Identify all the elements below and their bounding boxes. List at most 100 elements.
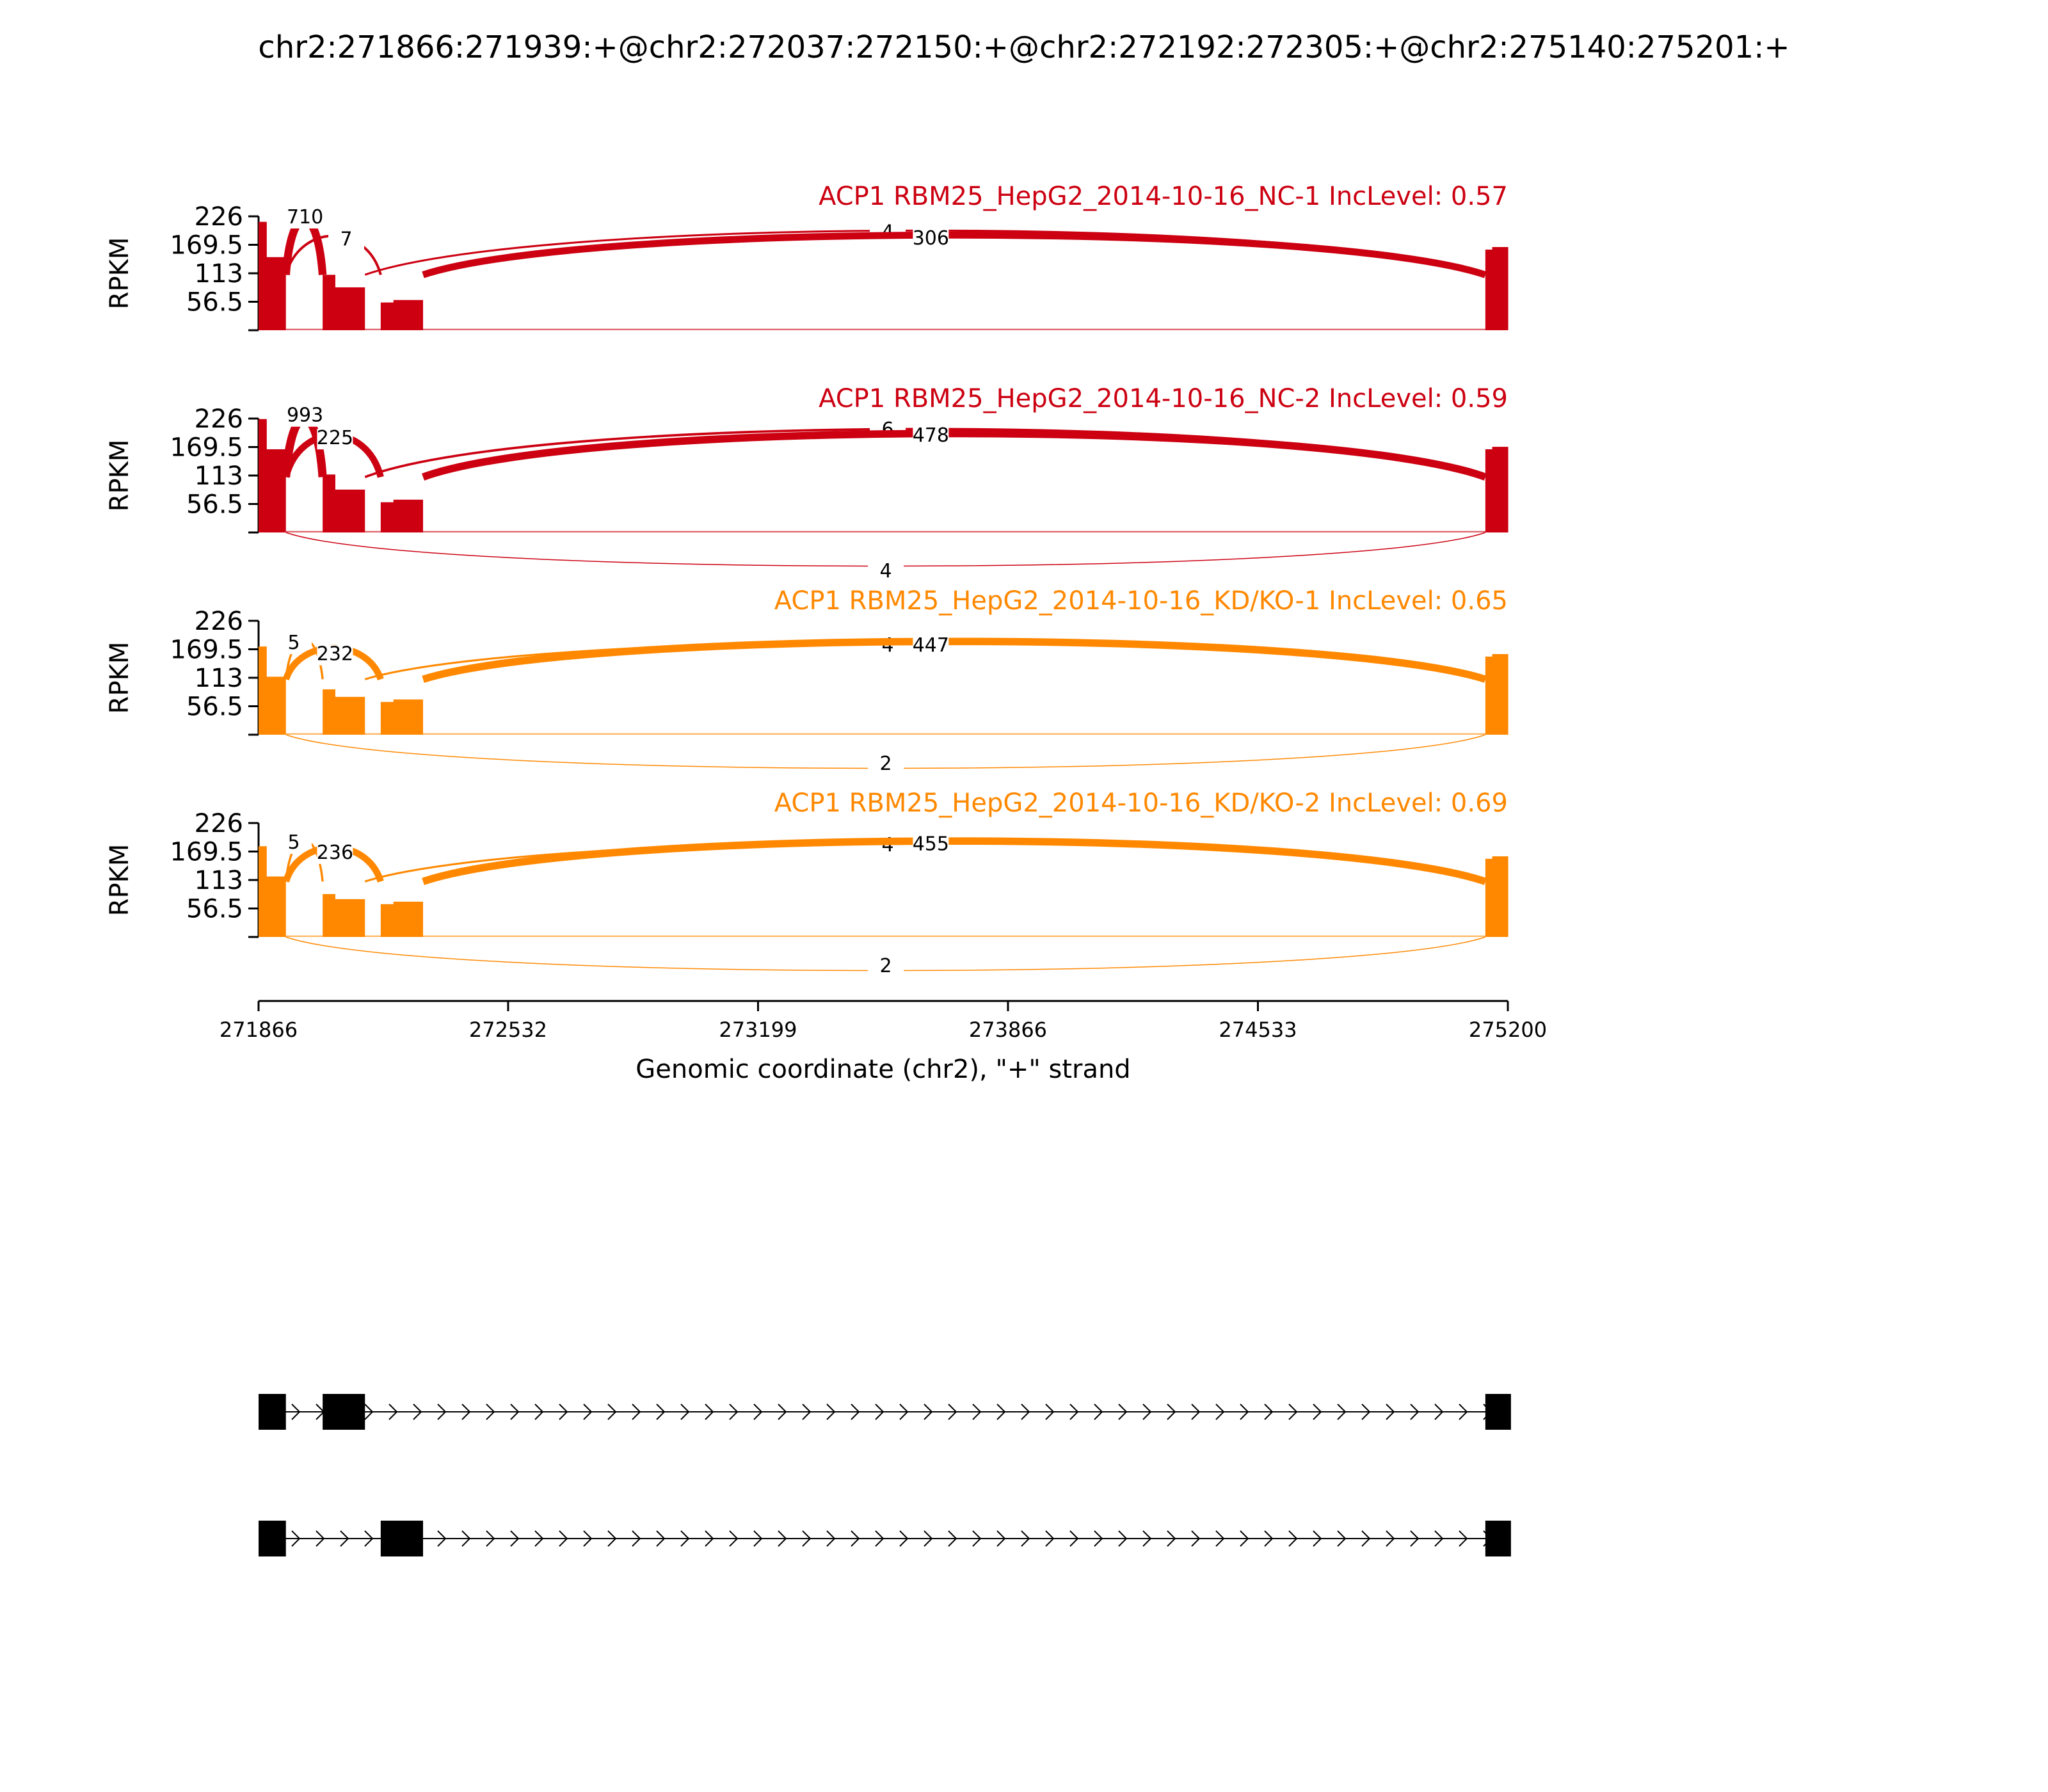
x-tick-label: 273199 (719, 1018, 797, 1042)
strand-arrow (1410, 1530, 1420, 1547)
strand-arrow (1264, 1530, 1274, 1547)
intron-coverage (285, 733, 1485, 735)
y-tick-label: 56.5 (186, 895, 243, 924)
exon-coverage-4 (1485, 247, 1508, 330)
y-axis-label: RPKM (105, 844, 134, 916)
junction-label-bg (868, 562, 904, 582)
junction-count: 447 (913, 634, 949, 657)
strand-arrow (1069, 1404, 1079, 1420)
junction-count: 710 (287, 206, 323, 228)
figure-title: chr2:271866:271939:+@chr2:272037:272150:… (258, 29, 1789, 65)
strand-arrow (680, 1530, 690, 1547)
isoform-2 (259, 1521, 1511, 1556)
exon-coverage-3 (380, 499, 424, 532)
strand-arrow (413, 1404, 422, 1420)
strand-arrow (1191, 1404, 1201, 1420)
isoform-exon-1 (259, 1394, 286, 1430)
junction-count: 455 (913, 833, 949, 856)
exon-coverage-1 (259, 221, 286, 330)
strand-arrow (437, 1404, 447, 1420)
strand-arrow (1142, 1530, 1152, 1547)
strand-arrow (559, 1530, 568, 1547)
junction-label-bg (317, 429, 353, 450)
y-tick-label: 56.5 (186, 692, 243, 722)
isoform-exon-2 (380, 1521, 424, 1556)
x-tick-label: 275200 (1469, 1018, 1547, 1042)
strand-arrow (1240, 1530, 1249, 1547)
y-tick-label: 169.5 (170, 231, 243, 260)
strand-arrow (1434, 1404, 1444, 1420)
track-title: ACP1 RBM25_HepG2_2014-10-16_NC-2 IncLeve… (819, 384, 1508, 413)
strand-arrow (510, 1404, 520, 1420)
y-tick-label: 56.5 (186, 490, 243, 520)
strand-arrow (851, 1404, 860, 1420)
strand-arrow (1021, 1404, 1030, 1420)
strand-arrow (291, 1404, 301, 1420)
strand-arrow (1410, 1404, 1420, 1420)
strand-arrow (559, 1404, 568, 1420)
x-tick-label: 274533 (1219, 1018, 1297, 1042)
strand-arrow (632, 1530, 641, 1547)
junction-count: 236 (317, 842, 353, 864)
junction-label-bg (287, 208, 323, 229)
strand-arrow (1045, 1404, 1055, 1420)
y-axis-label: RPKM (105, 237, 134, 310)
junction-label-bg (913, 426, 949, 447)
track-title: ACP1 RBM25_HepG2_2014-10-16_KD/KO-2 IncL… (774, 788, 1508, 818)
strand-arrow (1459, 1404, 1468, 1420)
strand-arrow (1215, 1404, 1225, 1420)
exon-coverage-3 (380, 300, 424, 330)
junction-label-bg (317, 644, 353, 666)
strand-arrow (875, 1530, 884, 1547)
strand-arrow (972, 1404, 982, 1420)
exon-coverage-2 (323, 894, 365, 937)
track-2: ACP1 RBM25_HepG2_2014-10-16_NC-2 IncLeve… (105, 384, 1508, 582)
y-tick-label: 169.5 (170, 838, 243, 867)
y-tick-label: 226 (195, 202, 243, 232)
exon-coverage-1 (259, 419, 286, 532)
strand-arrow (1191, 1530, 1201, 1547)
strand-arrow (1434, 1530, 1444, 1547)
x-axis: 271866 272532 273199 273866 274533 275200 Geno… (220, 1000, 1547, 1084)
junction-label-bg (317, 843, 353, 864)
strand-arrow (826, 1404, 836, 1420)
exon-coverage-2 (323, 275, 365, 330)
strand-arrow (583, 1530, 593, 1547)
x-tick-label: 272532 (469, 1018, 547, 1042)
y-tick-label: 113 (195, 866, 243, 895)
strand-arrow (388, 1404, 398, 1420)
strand-arrow (656, 1530, 666, 1547)
strand-arrow (1288, 1530, 1298, 1547)
strand-arrow (1459, 1530, 1468, 1547)
strand-arrow (1118, 1530, 1128, 1547)
exon-coverage-3 (380, 901, 424, 937)
intron-coverage (285, 935, 1485, 937)
strand-arrow (996, 1404, 1006, 1420)
strand-arrow (656, 1404, 666, 1420)
x-tick-label: 273866 (969, 1018, 1047, 1042)
exon-coverage-2 (323, 689, 365, 735)
junction-count: 478 (913, 424, 949, 447)
strand-arrow (802, 1530, 812, 1547)
exon-coverage-1 (259, 846, 286, 937)
x-tick-label: 271866 (220, 1018, 298, 1042)
strand-arrow (778, 1530, 787, 1547)
exon-coverage-2 (323, 474, 365, 532)
strand-arrow (340, 1530, 349, 1547)
strand-arrow (1118, 1404, 1128, 1420)
junction-arc (422, 231, 1487, 278)
strand-arrow (486, 1404, 495, 1420)
strand-arrow (364, 1530, 374, 1547)
strand-arrow (996, 1530, 1006, 1547)
junction-count: 306 (913, 227, 949, 250)
strand-arrow (364, 1404, 374, 1420)
junction-label-bg (868, 957, 904, 977)
strand-arrow (534, 1530, 544, 1547)
isoform-exon-3 (1485, 1521, 1511, 1556)
junction-arc (422, 429, 1487, 481)
junction-label-bg (868, 755, 904, 775)
coverage-tracks: ACP1 RBM25_HepG2_2014-10-16_NC-1 IncLeve… (105, 182, 1508, 977)
y-tick-label: 113 (195, 461, 243, 491)
track-3: ACP1 RBM25_HepG2_2014-10-16_KD/KO-1 IncL… (105, 586, 1508, 775)
y-tick-label: 226 (195, 809, 243, 838)
